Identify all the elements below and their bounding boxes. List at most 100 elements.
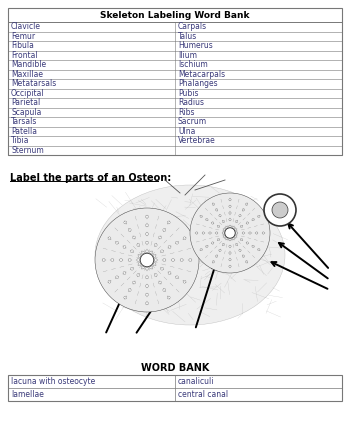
Circle shape [183, 280, 186, 283]
Circle shape [246, 222, 248, 224]
Text: Vertebrae: Vertebrae [178, 136, 216, 145]
Circle shape [236, 243, 238, 246]
Text: lamellae: lamellae [11, 390, 44, 399]
Circle shape [246, 261, 248, 263]
Circle shape [167, 296, 170, 299]
Circle shape [146, 284, 148, 288]
Circle shape [190, 193, 270, 273]
Circle shape [137, 243, 140, 247]
Circle shape [197, 200, 263, 266]
Circle shape [229, 239, 231, 241]
Circle shape [153, 263, 156, 266]
Circle shape [217, 225, 219, 228]
Circle shape [206, 245, 208, 247]
Circle shape [217, 220, 243, 247]
Text: Metacarpals: Metacarpals [178, 70, 225, 79]
Circle shape [264, 194, 296, 226]
Circle shape [137, 273, 140, 277]
Text: Tarsals: Tarsals [11, 117, 37, 126]
Text: Mandible: Mandible [11, 60, 46, 69]
Circle shape [138, 263, 141, 266]
Circle shape [209, 232, 211, 234]
Circle shape [154, 273, 157, 277]
Text: Carpals: Carpals [178, 22, 207, 31]
Circle shape [150, 251, 153, 254]
Circle shape [246, 242, 248, 244]
Circle shape [211, 222, 214, 224]
Text: Scapula: Scapula [11, 108, 41, 117]
Circle shape [116, 241, 118, 244]
Circle shape [232, 238, 234, 240]
Circle shape [95, 208, 199, 312]
Circle shape [146, 267, 148, 270]
Circle shape [128, 258, 131, 262]
Circle shape [216, 232, 218, 234]
Circle shape [133, 281, 135, 284]
Text: Pubis: Pubis [178, 89, 198, 98]
Circle shape [200, 249, 202, 251]
Circle shape [234, 235, 237, 237]
Circle shape [104, 217, 190, 303]
Circle shape [128, 288, 131, 292]
Circle shape [137, 258, 140, 262]
Text: Fibula: Fibula [11, 41, 34, 50]
Circle shape [128, 228, 131, 232]
Circle shape [141, 266, 144, 269]
Circle shape [229, 252, 231, 254]
Circle shape [116, 276, 118, 279]
Text: Parietal: Parietal [11, 98, 40, 107]
Circle shape [223, 235, 225, 237]
Circle shape [242, 232, 244, 234]
Circle shape [217, 239, 219, 241]
Circle shape [219, 215, 221, 217]
Circle shape [246, 203, 248, 205]
Circle shape [242, 255, 244, 257]
Circle shape [120, 258, 122, 262]
Circle shape [168, 272, 171, 274]
Circle shape [212, 261, 215, 263]
Text: Ilium: Ilium [178, 51, 197, 60]
Circle shape [163, 228, 166, 232]
Circle shape [141, 251, 144, 254]
Circle shape [236, 232, 238, 234]
Circle shape [210, 213, 250, 253]
Bar [8, 375, 342, 401]
Text: WORD BANK: WORD BANK [141, 363, 209, 373]
Circle shape [111, 258, 114, 262]
Circle shape [146, 293, 148, 296]
Circle shape [229, 205, 231, 207]
Circle shape [146, 302, 148, 305]
Circle shape [146, 250, 148, 253]
Circle shape [108, 237, 111, 240]
Text: Humerus: Humerus [178, 41, 213, 50]
Circle shape [168, 246, 171, 248]
Circle shape [202, 232, 204, 234]
Circle shape [154, 258, 157, 262]
Circle shape [146, 232, 148, 235]
Circle shape [102, 258, 105, 262]
Text: Phalanges: Phalanges [178, 79, 218, 88]
Circle shape [229, 198, 231, 201]
Circle shape [222, 220, 224, 223]
Text: Occipital: Occipital [11, 89, 45, 98]
Text: Sacrum: Sacrum [178, 117, 207, 126]
Circle shape [123, 246, 126, 248]
Circle shape [203, 206, 257, 260]
Circle shape [225, 238, 228, 240]
Circle shape [176, 276, 178, 279]
Circle shape [163, 258, 166, 262]
Circle shape [123, 272, 126, 274]
Circle shape [159, 236, 161, 239]
Circle shape [150, 266, 153, 269]
Circle shape [216, 209, 218, 211]
Circle shape [131, 250, 133, 253]
Text: Femur: Femur [11, 32, 35, 41]
Text: canaliculi: canaliculi [178, 377, 215, 386]
Circle shape [161, 250, 163, 253]
Circle shape [146, 276, 148, 279]
Circle shape [146, 224, 148, 227]
Circle shape [130, 243, 164, 277]
Text: Ribs: Ribs [178, 108, 195, 117]
Circle shape [146, 241, 148, 244]
Circle shape [124, 296, 127, 299]
